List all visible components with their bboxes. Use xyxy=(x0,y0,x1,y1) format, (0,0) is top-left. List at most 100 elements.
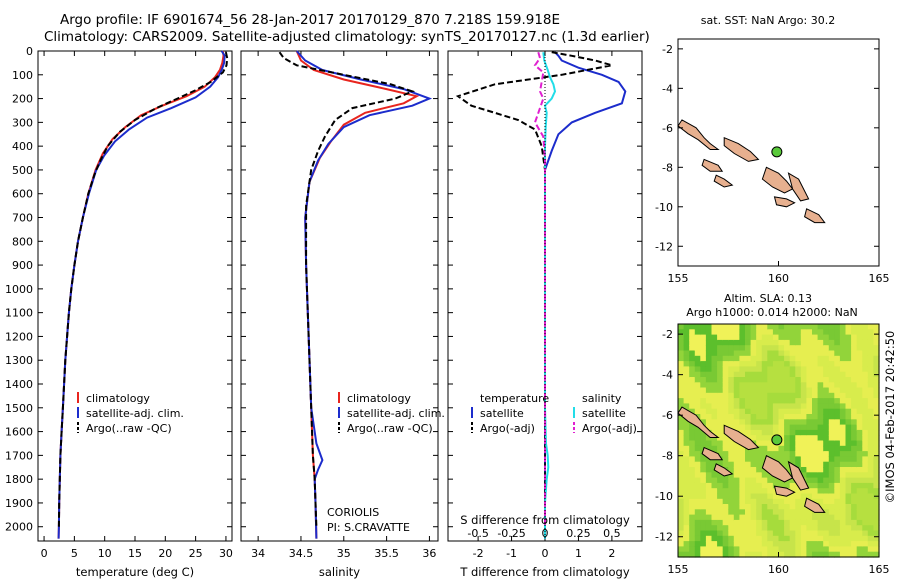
sla-cell xyxy=(845,435,852,442)
sla-cell xyxy=(689,371,696,378)
sla-cell xyxy=(705,514,713,521)
sla-cell xyxy=(862,461,869,468)
sla-cell xyxy=(711,530,718,537)
sla-cell xyxy=(778,546,785,553)
sla-cell xyxy=(739,408,746,415)
sla-cell xyxy=(772,392,780,399)
sla-cell xyxy=(700,514,707,521)
sla-cell xyxy=(700,361,707,367)
sla-cell xyxy=(750,392,757,399)
sla-cell xyxy=(717,429,724,436)
sla-cell xyxy=(789,361,796,367)
sla-cell xyxy=(795,424,802,431)
sla-cell xyxy=(745,482,752,489)
sla-cell xyxy=(778,329,785,336)
sla-cell xyxy=(800,414,807,420)
sla-cell xyxy=(834,472,841,479)
series-line-argo-adj- xyxy=(455,51,613,527)
sla-cell xyxy=(817,371,824,378)
sla-cell xyxy=(689,387,696,394)
sla-cell xyxy=(767,530,774,537)
sla-cell xyxy=(828,329,835,336)
sla-cell xyxy=(800,472,807,479)
sla-cell xyxy=(739,509,746,516)
sla-cell xyxy=(767,366,774,373)
sla-cell xyxy=(795,334,802,341)
y-tick-label: 400 xyxy=(12,140,33,153)
sla-cell xyxy=(867,377,874,383)
sla-cell xyxy=(823,403,830,410)
sla-cell xyxy=(873,339,880,346)
sla-cell xyxy=(845,535,852,542)
sla-cell xyxy=(700,472,707,479)
sla-cell xyxy=(856,329,863,336)
sla-cell xyxy=(717,361,724,367)
sla-cell xyxy=(789,350,796,357)
sla-cell xyxy=(856,345,863,352)
sla-cell xyxy=(678,504,685,510)
sla-cell xyxy=(756,339,763,346)
sla-cell xyxy=(851,461,858,468)
sla-cell xyxy=(800,535,807,542)
sla-cell xyxy=(784,371,791,378)
sla-cell xyxy=(756,377,763,383)
sla-cell xyxy=(823,477,830,484)
sla-cell xyxy=(873,477,880,484)
sla-cell xyxy=(705,535,713,542)
sla-cell xyxy=(834,339,841,346)
sla-cell xyxy=(778,493,785,500)
sla-cell xyxy=(705,498,713,505)
sla-cell xyxy=(834,403,841,410)
sla-cell xyxy=(778,445,785,452)
sla-cell xyxy=(800,541,807,547)
sla-cell xyxy=(739,456,746,463)
sla-cell xyxy=(733,445,740,452)
sla-cell xyxy=(694,541,701,547)
sla-cell xyxy=(733,467,740,473)
sla-cell xyxy=(700,551,707,558)
y-tick-label: 500 xyxy=(12,164,33,177)
sla-cell xyxy=(705,461,713,468)
temperature-legend-label: climatology xyxy=(86,392,150,405)
sla-cell xyxy=(834,456,841,463)
sla-cell xyxy=(862,530,869,537)
sla-cell xyxy=(812,371,819,378)
sla-cell xyxy=(834,324,841,330)
sla-cell xyxy=(745,345,752,352)
sla-cell xyxy=(784,519,791,526)
sla-cell xyxy=(834,334,841,341)
sla-cell xyxy=(828,324,835,330)
sla-cell xyxy=(789,530,796,537)
sla-cell xyxy=(689,392,696,399)
sla-cell xyxy=(856,440,863,447)
sla-cell xyxy=(717,493,724,500)
sla-cell xyxy=(834,509,841,516)
sla-cell xyxy=(851,366,858,373)
sla-cell xyxy=(728,456,735,463)
sla-cell xyxy=(817,445,824,452)
sla-cell xyxy=(750,525,757,532)
sla-cell xyxy=(873,467,880,473)
map-y-tick-label: -2 xyxy=(662,328,673,341)
sla-cell xyxy=(733,371,740,378)
sla-cell xyxy=(867,467,874,473)
sla-cell xyxy=(683,339,690,346)
sla-cell xyxy=(728,509,735,516)
sla-cell xyxy=(689,329,696,336)
sla-cell xyxy=(851,350,858,357)
sla-cell xyxy=(845,551,852,558)
sla-cell xyxy=(761,440,768,447)
sla-cell xyxy=(823,467,830,473)
sla-cell xyxy=(678,424,685,431)
sla-cell xyxy=(739,504,746,510)
sla-cell xyxy=(728,488,735,495)
sla-cell xyxy=(745,398,752,404)
sla-cell xyxy=(862,355,869,362)
sla-cell xyxy=(717,504,724,510)
sla-cell xyxy=(689,334,696,341)
sla-cell xyxy=(795,440,802,447)
sla-cell xyxy=(806,525,813,532)
sla-cell xyxy=(700,419,707,426)
sla-cell xyxy=(851,546,858,553)
